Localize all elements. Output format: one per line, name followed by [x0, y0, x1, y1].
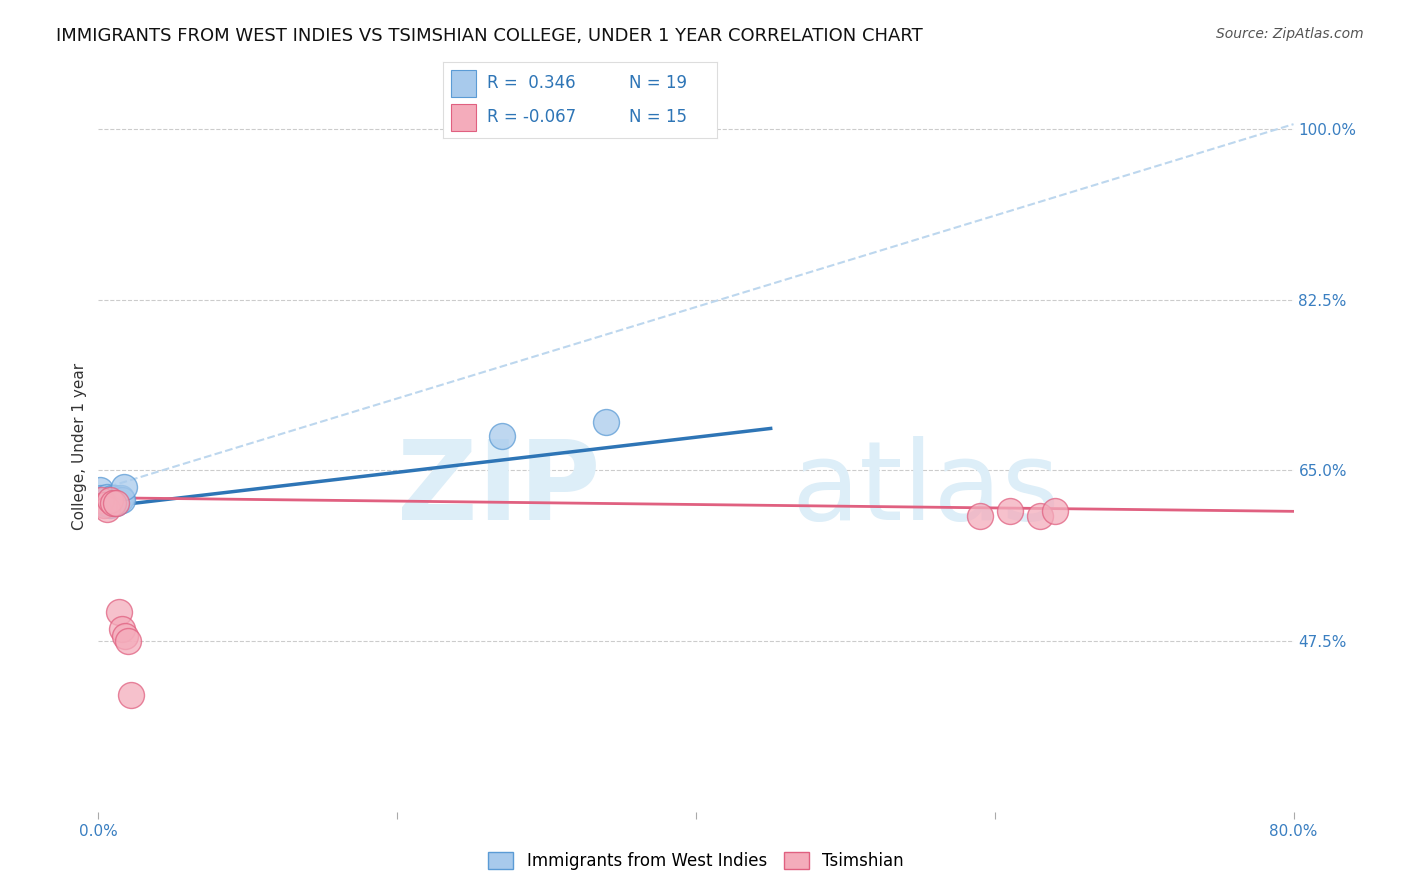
Point	[1028, 509, 1050, 524]
Point	[89, 483, 111, 497]
Point	[91, 495, 114, 509]
Text: R =  0.346: R = 0.346	[486, 74, 575, 92]
Point	[97, 495, 120, 509]
Point	[104, 491, 127, 505]
Point	[96, 502, 118, 516]
Point	[90, 492, 112, 507]
Point	[101, 491, 124, 505]
Point	[112, 480, 135, 494]
Point	[93, 498, 115, 512]
Point	[93, 494, 115, 508]
Point	[1043, 504, 1066, 518]
Point	[105, 495, 128, 509]
Point	[103, 494, 125, 508]
Y-axis label: College, Under 1 year: College, Under 1 year	[72, 362, 87, 530]
Point	[114, 629, 136, 643]
Point	[595, 415, 617, 429]
Text: N = 15: N = 15	[630, 109, 688, 127]
Point	[105, 495, 128, 509]
Legend: Immigrants from West Indies, Tsimshian: Immigrants from West Indies, Tsimshian	[482, 845, 910, 877]
Point	[98, 492, 122, 507]
Point	[108, 493, 131, 508]
Point	[998, 504, 1021, 518]
Text: ZIP: ZIP	[396, 436, 600, 543]
Point	[111, 492, 134, 507]
Point	[90, 491, 112, 505]
Point	[110, 491, 132, 505]
Point	[94, 492, 117, 507]
Text: R = -0.067: R = -0.067	[486, 109, 576, 127]
Point	[98, 498, 122, 512]
FancyBboxPatch shape	[451, 104, 475, 130]
Text: atlas: atlas	[792, 436, 1060, 543]
Point	[107, 492, 129, 507]
Point	[108, 605, 131, 619]
Point	[120, 688, 142, 702]
Text: IMMIGRANTS FROM WEST INDIES VS TSIMSHIAN COLLEGE, UNDER 1 YEAR CORRELATION CHART: IMMIGRANTS FROM WEST INDIES VS TSIMSHIAN…	[56, 27, 922, 45]
Point	[491, 429, 513, 443]
Text: N = 19: N = 19	[630, 74, 688, 92]
Point	[969, 509, 991, 524]
Point	[111, 623, 134, 637]
Point	[96, 490, 118, 504]
FancyBboxPatch shape	[451, 70, 475, 96]
Point	[117, 634, 139, 648]
Text: Source: ZipAtlas.com: Source: ZipAtlas.com	[1216, 27, 1364, 41]
Point	[103, 495, 125, 509]
